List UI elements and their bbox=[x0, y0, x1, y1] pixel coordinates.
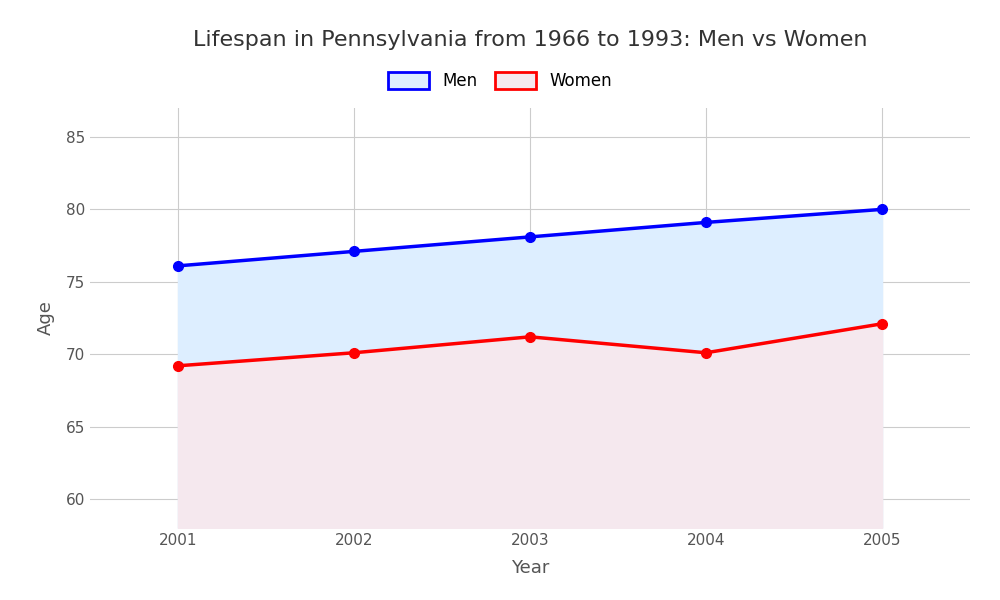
Y-axis label: Age: Age bbox=[37, 301, 55, 335]
Title: Lifespan in Pennsylvania from 1966 to 1993: Men vs Women: Lifespan in Pennsylvania from 1966 to 19… bbox=[193, 29, 867, 49]
Legend: Men, Women: Men, Women bbox=[381, 65, 619, 97]
X-axis label: Year: Year bbox=[511, 559, 549, 577]
